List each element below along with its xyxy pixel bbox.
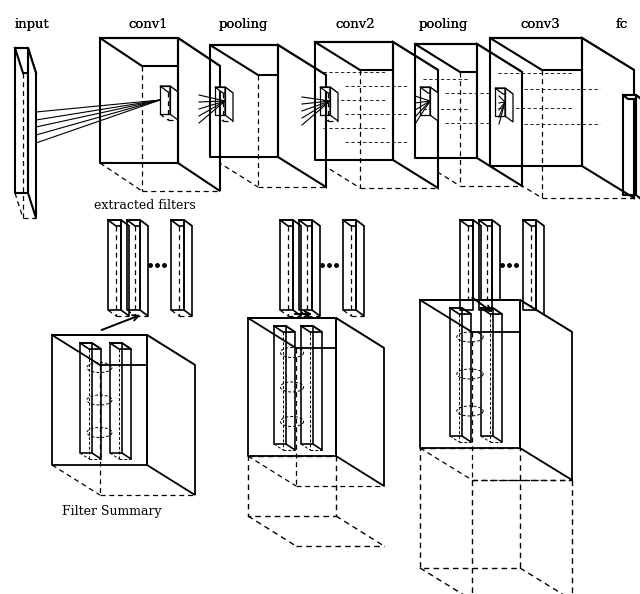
Polygon shape	[623, 95, 640, 99]
Text: pooling: pooling	[218, 18, 268, 31]
Polygon shape	[312, 220, 320, 316]
Polygon shape	[178, 38, 220, 191]
Polygon shape	[108, 220, 129, 226]
Polygon shape	[356, 220, 364, 316]
Polygon shape	[523, 220, 544, 226]
Polygon shape	[420, 300, 572, 332]
Polygon shape	[479, 220, 500, 226]
Polygon shape	[393, 42, 438, 188]
Polygon shape	[140, 220, 148, 316]
Polygon shape	[415, 44, 522, 72]
Text: conv2: conv2	[335, 18, 375, 31]
Polygon shape	[492, 220, 500, 316]
Polygon shape	[343, 220, 364, 226]
Polygon shape	[225, 87, 233, 121]
Polygon shape	[536, 220, 544, 316]
Text: fc: fc	[616, 18, 628, 31]
Polygon shape	[299, 220, 320, 226]
Text: conv1: conv1	[128, 18, 168, 31]
Polygon shape	[473, 220, 481, 316]
Polygon shape	[293, 220, 301, 316]
Polygon shape	[28, 48, 36, 218]
Polygon shape	[336, 318, 384, 486]
Polygon shape	[171, 220, 192, 226]
Polygon shape	[490, 38, 634, 70]
Polygon shape	[420, 87, 438, 93]
Polygon shape	[460, 220, 481, 226]
Polygon shape	[315, 42, 438, 70]
Text: conv2: conv2	[335, 18, 375, 31]
Polygon shape	[636, 95, 640, 199]
Polygon shape	[100, 38, 220, 66]
Text: input: input	[15, 18, 49, 31]
Polygon shape	[520, 300, 572, 480]
Polygon shape	[160, 86, 178, 92]
Text: pooling: pooling	[419, 18, 468, 31]
Text: fc: fc	[616, 18, 628, 31]
Text: extracted filters: extracted filters	[94, 199, 196, 212]
Polygon shape	[15, 48, 36, 73]
Polygon shape	[127, 220, 148, 226]
Text: conv3: conv3	[520, 18, 560, 31]
Polygon shape	[495, 88, 513, 94]
Polygon shape	[430, 87, 438, 121]
Polygon shape	[280, 220, 301, 226]
Polygon shape	[320, 87, 338, 93]
Polygon shape	[248, 318, 384, 348]
Text: pooling: pooling	[218, 18, 268, 31]
Polygon shape	[582, 38, 634, 198]
Polygon shape	[147, 335, 195, 495]
Polygon shape	[330, 87, 338, 121]
Text: conv3: conv3	[520, 18, 560, 31]
Text: Filter Summary: Filter Summary	[62, 505, 162, 518]
Text: conv1: conv1	[128, 18, 168, 31]
Polygon shape	[477, 44, 522, 186]
Polygon shape	[170, 86, 178, 120]
Polygon shape	[121, 220, 129, 316]
Text: input: input	[15, 18, 49, 31]
Polygon shape	[505, 88, 513, 122]
Polygon shape	[52, 335, 195, 365]
Polygon shape	[210, 45, 326, 75]
Text: pooling: pooling	[419, 18, 468, 31]
Polygon shape	[278, 45, 326, 187]
Polygon shape	[184, 220, 192, 316]
Polygon shape	[215, 87, 233, 93]
